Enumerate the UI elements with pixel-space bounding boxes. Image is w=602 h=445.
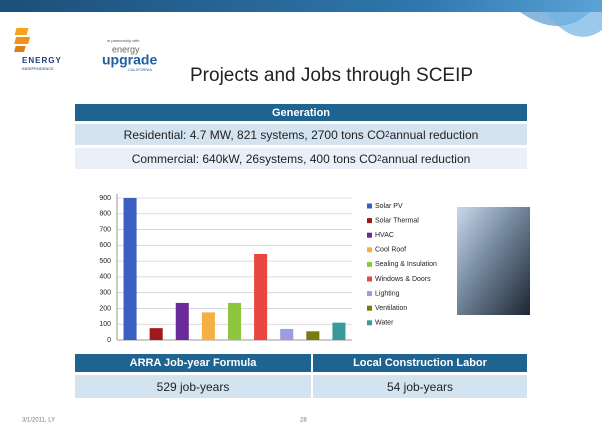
bar — [124, 198, 137, 340]
table-row: Commercial: 640kW, 26systems, 400 tons C… — [75, 148, 527, 169]
footer-date: 3/1/2011, LY — [22, 418, 55, 424]
logo-text: in partnership with — [107, 38, 139, 43]
legend-swatch — [367, 204, 372, 209]
slide: ENERGY INDEPENDENCE in partnership with … — [0, 0, 602, 445]
legend-label: Solar Thermal — [375, 217, 419, 224]
jobs-header: Local Construction Labor — [313, 354, 527, 372]
y-tick-label: 400 — [99, 274, 111, 281]
legend-swatch — [367, 233, 372, 238]
y-tick-label: 100 — [99, 321, 111, 328]
legend-label: Windows & Doors — [375, 276, 431, 283]
bar — [306, 331, 319, 340]
legend-label: Sealing & Insulation — [375, 261, 437, 268]
bar — [254, 254, 267, 340]
legend-label: Cool Roof — [375, 247, 406, 254]
logo-text: CALIFORNIA — [128, 67, 152, 72]
legend-swatch — [367, 320, 372, 325]
legend-label: Solar PV — [375, 203, 403, 210]
logo-text: INDEPENDENCE — [22, 66, 54, 71]
y-tick-label: 0 — [107, 337, 111, 344]
jobs-header: ARRA Job-year Formula — [75, 354, 311, 372]
legend-swatch — [367, 247, 372, 252]
legend-swatch — [367, 291, 372, 296]
logo-text: upgrade — [102, 52, 157, 68]
y-tick-label: 600 — [99, 242, 111, 249]
jobs-cell: 529 job-years — [75, 375, 311, 398]
chart: 0 100 200 300 400 500 600 700 800 900 Solar PV Sola… — [99, 194, 437, 344]
table-row: Residential: 4.7 MW, 821 systems, 2700 t… — [75, 124, 527, 145]
solar-photo — [457, 207, 530, 315]
page-number: 28 — [300, 418, 307, 424]
bar — [332, 323, 345, 340]
bar — [202, 312, 215, 340]
y-tick-label: 300 — [99, 290, 111, 297]
logo-bar — [14, 37, 30, 44]
legend-label: HVAC — [375, 232, 394, 239]
bar — [228, 303, 241, 340]
logo-text: ENERGY — [22, 56, 62, 65]
row-text: annual reduction — [390, 128, 479, 142]
legend-label: Water — [375, 320, 394, 327]
top-band — [0, 0, 602, 12]
row-text: annual reduction — [382, 152, 471, 166]
bar — [280, 329, 293, 340]
jobs-cell: 54 job-years — [313, 375, 527, 398]
legend-swatch — [367, 262, 372, 267]
row-text: Commercial: 640kW, 26systems, 400 tons C… — [132, 152, 377, 166]
table-header: Generation — [75, 104, 527, 121]
bar — [176, 303, 189, 340]
legend-label: Lighting — [375, 290, 400, 297]
legend-label: Ventilation — [375, 305, 407, 312]
slide-title: Projects and Jobs through SCEIP — [190, 65, 473, 86]
bar — [150, 328, 163, 340]
y-tick-label: 800 — [99, 211, 111, 218]
logo-bar — [14, 46, 26, 52]
y-tick-label: 900 — [99, 195, 111, 202]
y-tick-label: 700 — [99, 226, 111, 233]
legend-swatch — [367, 277, 372, 282]
y-tick-label: 500 — [99, 258, 111, 265]
logo-bar — [15, 28, 29, 35]
y-tick-label: 200 — [99, 305, 111, 312]
legend-swatch — [367, 218, 372, 223]
legend-swatch — [367, 306, 372, 311]
row-text: Residential: 4.7 MW, 821 systems, 2700 t… — [124, 128, 385, 142]
